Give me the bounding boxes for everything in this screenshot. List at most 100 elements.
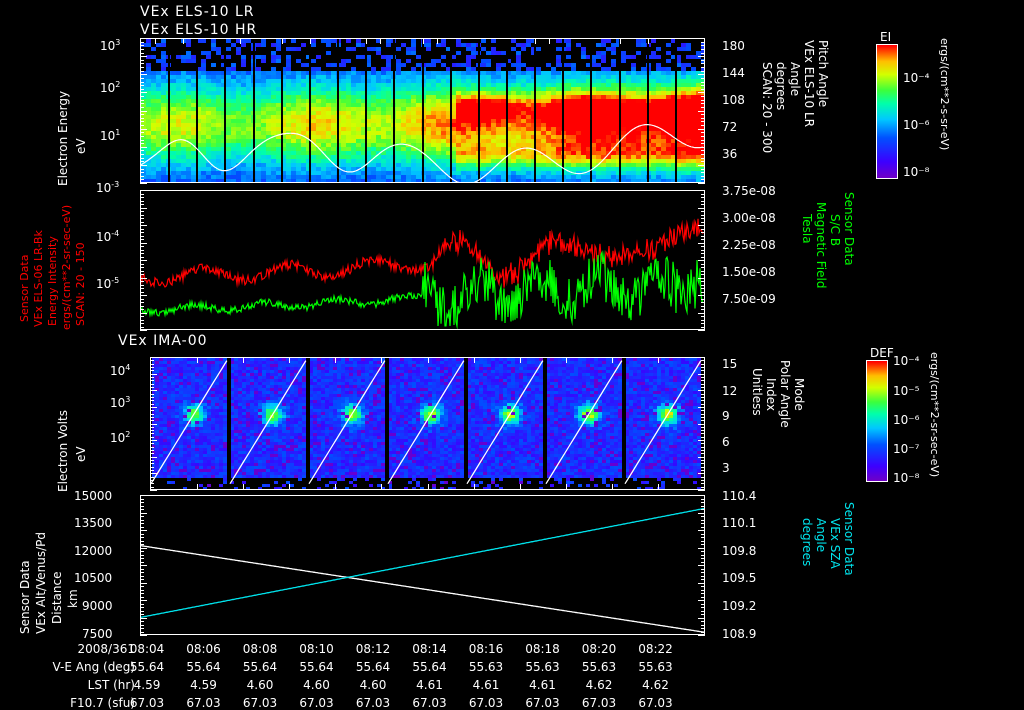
axis-tickmark	[698, 74, 705, 75]
panel2-ytick-1: 10-3	[96, 180, 120, 195]
axis-tickmark	[701, 161, 705, 162]
axis-tickmark	[701, 470, 705, 471]
axis-tickmark	[140, 215, 144, 216]
axis-tickmark	[140, 583, 147, 584]
axis-tickmark	[140, 257, 144, 258]
axis-tickmark	[701, 154, 705, 155]
axis-tickmark	[150, 384, 154, 385]
panel4-rtick-2: 110.1	[722, 516, 757, 530]
axis-tickmark	[150, 394, 154, 395]
panel1-rtick-108: 108	[722, 93, 745, 107]
axis-tickmark	[701, 176, 705, 177]
axis-tickmark	[150, 487, 154, 488]
panel-ima-spectrogram[interactable]	[150, 357, 705, 490]
axis-tickmark	[701, 437, 705, 438]
panel3-ytick-2: 103	[110, 395, 131, 410]
axis-tickmark	[140, 562, 144, 563]
axis-tickmark	[701, 551, 705, 552]
table-cell-time-8: 08:20	[581, 642, 617, 656]
axis-tickmark	[140, 143, 144, 144]
axis-tickmark	[701, 121, 705, 122]
colorbar-ei[interactable]	[876, 44, 898, 179]
axis-tickmark	[140, 579, 144, 580]
axis-tickmark	[701, 211, 705, 212]
table-cell-lst-0: 4.59	[133, 678, 161, 692]
axis-tickmark	[140, 558, 144, 559]
axis-tickmark	[701, 143, 705, 144]
axis-tickmark	[701, 299, 705, 300]
axis-tickmark	[701, 397, 705, 398]
axis-tickmark	[701, 267, 705, 268]
axis-tickmark	[150, 437, 154, 438]
axis-tickmark	[701, 78, 705, 79]
table-cell-ve_ang-0: 55.64	[129, 660, 165, 674]
axis-tickmark	[150, 430, 154, 431]
axis-tickmark	[140, 169, 144, 170]
axis-tickmark	[140, 323, 144, 324]
panel1-rtick-144: 144	[722, 66, 745, 80]
table-cell-ve_ang-8: 55.63	[581, 660, 617, 674]
table-row-label-1: V-E Ang (deg)	[52, 660, 135, 674]
axis-tickmark	[140, 82, 144, 83]
axis-tickmark	[701, 506, 705, 507]
axis-tickmark	[701, 107, 705, 108]
axis-tickmark	[140, 190, 147, 191]
axis-tickmark	[701, 604, 705, 605]
axis-tickmark	[698, 530, 705, 531]
axis-tickmark	[698, 583, 705, 584]
axis-tickmark	[140, 158, 144, 159]
axis-tickmark	[701, 520, 705, 521]
axis-tickmark	[140, 506, 144, 507]
axis-tickmark	[701, 288, 705, 289]
axis-tickmark	[150, 443, 154, 444]
panel3-rtick-6: 6	[722, 435, 730, 449]
axis-tickmark	[140, 607, 144, 608]
axis-tickmark	[140, 330, 147, 331]
table-cell-time-4: 08:12	[355, 642, 391, 656]
colorbar1-label: EI	[880, 30, 892, 44]
axis-tickmark	[698, 313, 705, 314]
axis-tickmark	[140, 239, 144, 240]
axis-tickmark	[701, 414, 705, 415]
axis-tickmark	[140, 204, 144, 205]
axis-tickmark	[140, 176, 144, 177]
panel4-ytick-2: 13500	[74, 516, 113, 530]
axis-tickmark	[701, 327, 705, 328]
axis-tickmark	[140, 74, 147, 75]
colorbar2-tick-3: 10⁻⁶	[893, 413, 920, 427]
panel2-ytick-3: 10-5	[96, 276, 120, 291]
axis-tickmark	[140, 147, 147, 148]
colorbar2-units: ergs/(cm**2-sr-sec-eV)	[928, 352, 941, 478]
axis-tickmark	[701, 443, 705, 444]
axis-tickmark	[698, 208, 705, 209]
panel-intensity-bfield[interactable]	[140, 190, 705, 330]
axis-tickmark	[150, 433, 154, 434]
axis-tickmark	[701, 410, 705, 411]
axis-tickmark	[140, 278, 147, 279]
panel-els-spectrogram[interactable]	[140, 38, 705, 183]
axis-tickmark	[140, 89, 144, 90]
colorbar-def[interactable]	[866, 360, 888, 482]
axis-tickmark	[140, 281, 144, 282]
axis-tickmark	[150, 387, 154, 388]
axis-tickmark	[140, 271, 144, 272]
axis-tickmark	[698, 440, 705, 441]
axis-tickmark	[140, 194, 144, 195]
table-cell-f107-8: 67.03	[581, 696, 617, 710]
axis-tickmark	[701, 132, 705, 133]
axis-tickmark	[150, 377, 154, 378]
axis-tickmark	[701, 477, 705, 478]
axis-tickmark	[701, 487, 705, 488]
axis-tickmark	[701, 118, 705, 119]
axis-tickmark	[140, 118, 144, 119]
axis-tickmark	[701, 302, 705, 303]
axis-tickmark	[701, 85, 705, 86]
axis-tickmark	[140, 495, 147, 496]
axis-tickmark	[701, 320, 705, 321]
axis-tickmark	[701, 628, 705, 629]
axis-tickmark	[150, 370, 154, 371]
axis-tickmark	[698, 407, 705, 408]
panel4-rtick-3: 109.8	[722, 544, 757, 558]
axis-tickmark	[140, 576, 144, 577]
panel-altitude-sza[interactable]	[140, 495, 705, 635]
